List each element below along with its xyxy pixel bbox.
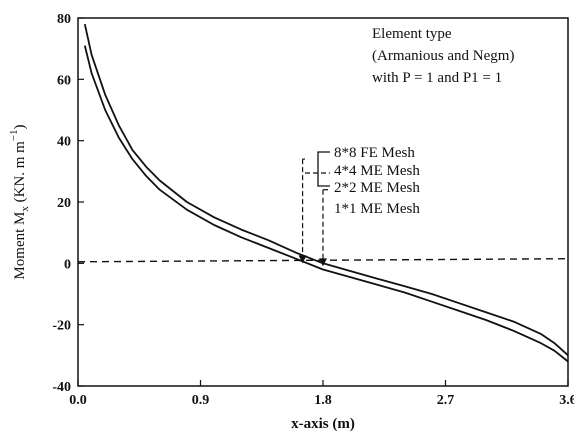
legend-bracket xyxy=(317,151,330,187)
y-tick-label: 60 xyxy=(57,73,71,88)
y-tick-label: -20 xyxy=(52,319,71,334)
y-axis-title: Moment Mx (KN. m m−1) xyxy=(8,124,31,279)
annotation-block: Element type (Armanious and Negm) with P… xyxy=(372,26,514,86)
y-tick-label: 40 xyxy=(57,135,71,150)
series-line-2 xyxy=(83,45,569,363)
y-axis-ticks: -40 -20 0 20 40 60 80 xyxy=(52,12,84,395)
legend-label-1x1: 1*1 ME Mesh xyxy=(334,201,420,217)
x-tick-label: 0.9 xyxy=(192,393,210,408)
y-tick-label: -40 xyxy=(52,380,71,395)
y-axis-title-unit-sup: −1 xyxy=(8,129,20,141)
x-axis-ticks: 0.0 0.9 1.8 2.7 3.6 xyxy=(69,380,574,408)
series-line-1 xyxy=(83,23,569,356)
x-tick-label: 0.0 xyxy=(69,393,87,408)
x-tick-label: 2.7 xyxy=(437,393,455,408)
y-axis-title-main: Moment M xyxy=(12,212,28,280)
legend-label-4x4: 4*4 ME Mesh xyxy=(334,163,420,179)
y-tick-label: 80 xyxy=(57,12,71,27)
legend-label-2x2: 2*2 ME Mesh xyxy=(334,180,420,196)
annotation-line-2: (Armanious and Negm) xyxy=(372,48,514,64)
y-tick-label: 20 xyxy=(57,196,71,211)
annotation-line-1: Element type xyxy=(372,26,452,42)
x-tick-label: 1.8 xyxy=(314,393,332,408)
pointer-arrow-head-1 xyxy=(298,255,307,264)
x-tick-label: 3.6 xyxy=(559,393,574,408)
x-axis-title: x-axis (m) xyxy=(291,416,355,432)
legend: 8*8 FE Mesh 4*4 ME Mesh 2*2 ME Mesh 1*1 … xyxy=(305,145,420,217)
annotation-line-3: with P = 1 and P1 = 1 xyxy=(372,70,502,86)
pointer-arrows xyxy=(298,158,330,267)
y-axis-title-unit-close: ) xyxy=(12,124,28,129)
legend-label-8x8: 8*8 FE Mesh xyxy=(334,145,415,161)
y-tick-label: 0 xyxy=(64,257,71,272)
pointer-arrow-head-2 xyxy=(319,258,327,267)
y-axis-title-subscript: x xyxy=(19,206,31,212)
y-axis-title-unit: (KN. m m xyxy=(12,141,28,206)
